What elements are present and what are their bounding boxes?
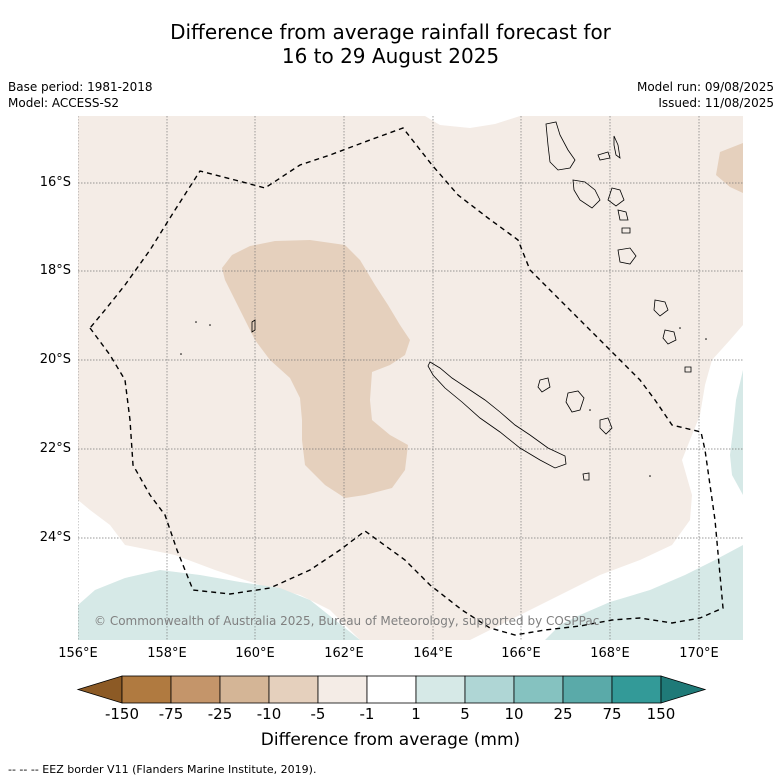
- lat-label-18s: 18°S: [39, 263, 71, 278]
- colorbar-label: 150: [646, 705, 676, 723]
- dry-region-light: [78, 116, 743, 640]
- lat-label-16s: 16°S: [39, 175, 71, 190]
- colorbar-bin: [366, 675, 417, 704]
- coastlines: [251, 121, 692, 481]
- model-name: Model: ACCESS-S2: [8, 96, 120, 110]
- chesterfield-reef: [251, 319, 256, 333]
- matthew-island-2: [662, 329, 677, 345]
- colorbar-bin: [415, 675, 466, 704]
- colorbar-extend-low: [76, 675, 123, 704]
- lon-label-160e: 160°E: [235, 646, 275, 661]
- colorbar-bin: [219, 675, 270, 704]
- lat-label-20s: 20°S: [39, 352, 71, 367]
- eez-border: [89, 127, 724, 636]
- dry-region-medium: [222, 240, 410, 498]
- colorbar-label: -1: [359, 705, 375, 723]
- vanuatu-espiritu-santo: [545, 121, 576, 171]
- colorbar-label: -5: [310, 705, 326, 723]
- vanuatu-malekula: [572, 179, 601, 209]
- eez-footer-note: -- -- -- EEZ border V11 (Flanders Marine…: [8, 763, 317, 776]
- gridlines: [78, 116, 743, 640]
- colorbar-bin: [268, 675, 319, 704]
- colorbar-title: Difference from average (mm): [260, 730, 521, 750]
- hunter-island: [684, 366, 692, 373]
- title-line-1: Difference from average rainfall forecas…: [170, 20, 611, 44]
- colorbar-bin: [170, 675, 221, 704]
- lon-label-164e: 164°E: [413, 646, 453, 661]
- map-area: [78, 116, 743, 640]
- lon-label-168e: 168°E: [590, 646, 630, 661]
- lon-label-158e: 158°E: [147, 646, 187, 661]
- colorbar-bin: [513, 675, 564, 704]
- colorbar-label: -150: [104, 705, 140, 723]
- vanuatu-erromango: [617, 247, 637, 265]
- colorbar-bin: [121, 675, 172, 704]
- wet-region-southwest: [78, 570, 360, 640]
- issued-date: Issued: 11/08/2025: [658, 96, 774, 110]
- loyalty-island-3: [599, 417, 613, 435]
- colorbar-label: -10: [256, 705, 282, 723]
- title-line-2: 16 to 29 August 2025: [281, 44, 500, 68]
- lat-label-24s: 24°S: [39, 530, 71, 545]
- lon-label-156e: 156°E: [58, 646, 98, 661]
- colorbar-label: 5: [460, 705, 470, 723]
- base-period: Base period: 1981-2018: [8, 80, 153, 94]
- lon-label-170e: 170°E: [679, 646, 719, 661]
- wet-region-southeast: [545, 545, 743, 640]
- colorbar-extend-high: [660, 675, 707, 704]
- colorbar-label: -25: [207, 705, 233, 723]
- lon-label-162e: 162°E: [324, 646, 364, 661]
- colorbar-label: 10: [504, 705, 524, 723]
- dry-region-medium-east: [716, 143, 743, 193]
- wet-region-east: [730, 370, 743, 495]
- colorbar-bin: [611, 675, 662, 704]
- colorbar-bin: [317, 675, 368, 704]
- isle-of-pines: [582, 472, 590, 481]
- model-run: Model run: 09/08/2025: [636, 80, 774, 94]
- vanuatu-maewo: [613, 135, 621, 159]
- copyright-notice: © Commonwealth of Australia 2025, Bureau…: [94, 614, 600, 628]
- vanuatu-small-1: [621, 227, 631, 234]
- lon-label-166e: 166°E: [501, 646, 541, 661]
- colorbar-label: 75: [602, 705, 622, 723]
- colorbar-bin: [464, 675, 515, 704]
- loyalty-island-2: [565, 390, 585, 413]
- matthew-island-1: [653, 299, 669, 317]
- colorbar-label: -75: [158, 705, 184, 723]
- colorbar-bin: [562, 675, 613, 704]
- reef-dots: [180, 321, 707, 477]
- colorbar: [76, 675, 707, 704]
- colorbar-label: 25: [553, 705, 573, 723]
- lat-label-22s: 22°S: [39, 441, 71, 456]
- vanuatu-efate: [607, 187, 625, 207]
- vanuatu-tanna: [617, 209, 629, 221]
- loyalty-island-1: [537, 377, 551, 393]
- vanuatu-ambae: [597, 151, 611, 161]
- new-caledonia-island: [427, 361, 567, 469]
- colorbar-label: 1: [411, 705, 421, 723]
